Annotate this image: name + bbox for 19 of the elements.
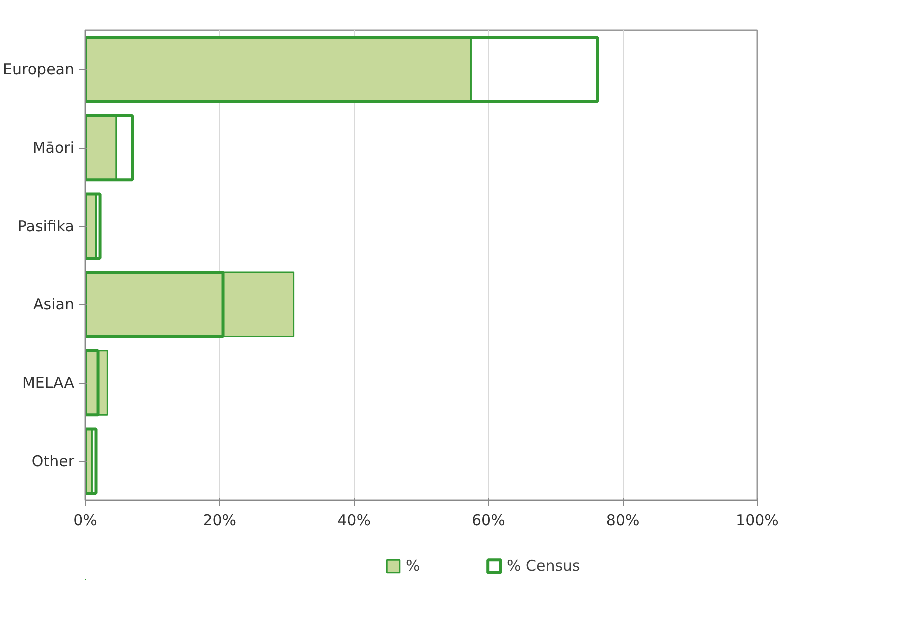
x-tick-label: 60% (472, 512, 506, 530)
bar (86, 36, 600, 104)
y-tick-label: Asian (34, 296, 75, 314)
y-tick-label: European (3, 60, 75, 79)
x-tick-label: 20% (203, 512, 237, 530)
x-tick-label: 0% (74, 512, 98, 530)
bar (86, 114, 134, 182)
bar (86, 428, 98, 495)
bar (86, 192, 102, 260)
y-tick-label: MELAA (22, 374, 76, 392)
x-tick-label: 100% (736, 512, 779, 530)
y-tick-label: Māori (32, 139, 75, 157)
x-tick-label: 40% (338, 512, 371, 530)
y-tick-label: Other (32, 452, 76, 470)
y-tick-label: Pasifika (18, 217, 74, 236)
legend-label: % Census (507, 557, 580, 575)
legend-label: % (406, 557, 422, 575)
bar (86, 272, 295, 338)
x-tick-label: 80% (606, 512, 640, 530)
